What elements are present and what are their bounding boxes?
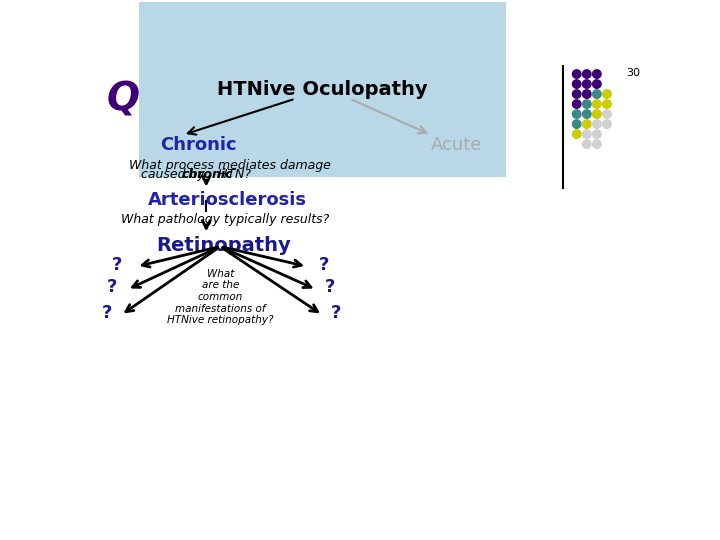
Circle shape — [593, 140, 601, 149]
Circle shape — [593, 80, 601, 88]
Circle shape — [593, 120, 601, 129]
Text: caused by: caused by — [129, 168, 209, 181]
Circle shape — [582, 110, 591, 118]
Text: What process mediates damage: What process mediates damage — [129, 159, 330, 172]
Circle shape — [593, 110, 601, 118]
Circle shape — [572, 100, 581, 109]
Circle shape — [572, 70, 581, 78]
Text: 30: 30 — [626, 68, 640, 78]
Circle shape — [572, 80, 581, 88]
Circle shape — [593, 130, 601, 138]
Text: ?: ? — [325, 278, 336, 296]
Circle shape — [603, 100, 611, 109]
Text: ?: ? — [319, 256, 329, 274]
Text: Acute: Acute — [431, 137, 482, 154]
Text: Chronic: Chronic — [160, 137, 236, 154]
Circle shape — [582, 70, 591, 78]
Text: ?: ? — [112, 256, 122, 274]
Circle shape — [582, 100, 591, 109]
Circle shape — [582, 140, 591, 149]
Text: Q: Q — [107, 80, 140, 118]
Circle shape — [603, 90, 611, 98]
Text: ?: ? — [107, 278, 117, 296]
Text: What pathology typically results?: What pathology typically results? — [121, 213, 329, 226]
Circle shape — [582, 130, 591, 138]
Text: ?: ? — [331, 303, 341, 322]
Circle shape — [572, 90, 581, 98]
Text: Arteriosclerosis: Arteriosclerosis — [148, 191, 307, 209]
Circle shape — [603, 110, 611, 118]
Circle shape — [572, 120, 581, 129]
Text: Retinopathy: Retinopathy — [156, 236, 291, 255]
Circle shape — [582, 80, 591, 88]
Circle shape — [582, 90, 591, 98]
Circle shape — [603, 120, 611, 129]
Text: ?: ? — [102, 303, 112, 322]
Text: chronic: chronic — [181, 168, 233, 181]
Circle shape — [572, 110, 581, 118]
Text: HTNive Oculopathy: HTNive Oculopathy — [217, 80, 428, 99]
Circle shape — [572, 130, 581, 138]
Circle shape — [593, 90, 601, 98]
Circle shape — [582, 120, 591, 129]
Text: HTN?: HTN? — [214, 168, 251, 181]
Text: What
are the
common
manifestations of
HTNive retinopathy?: What are the common manifestations of HT… — [167, 269, 274, 325]
Circle shape — [593, 70, 601, 78]
Circle shape — [593, 100, 601, 109]
